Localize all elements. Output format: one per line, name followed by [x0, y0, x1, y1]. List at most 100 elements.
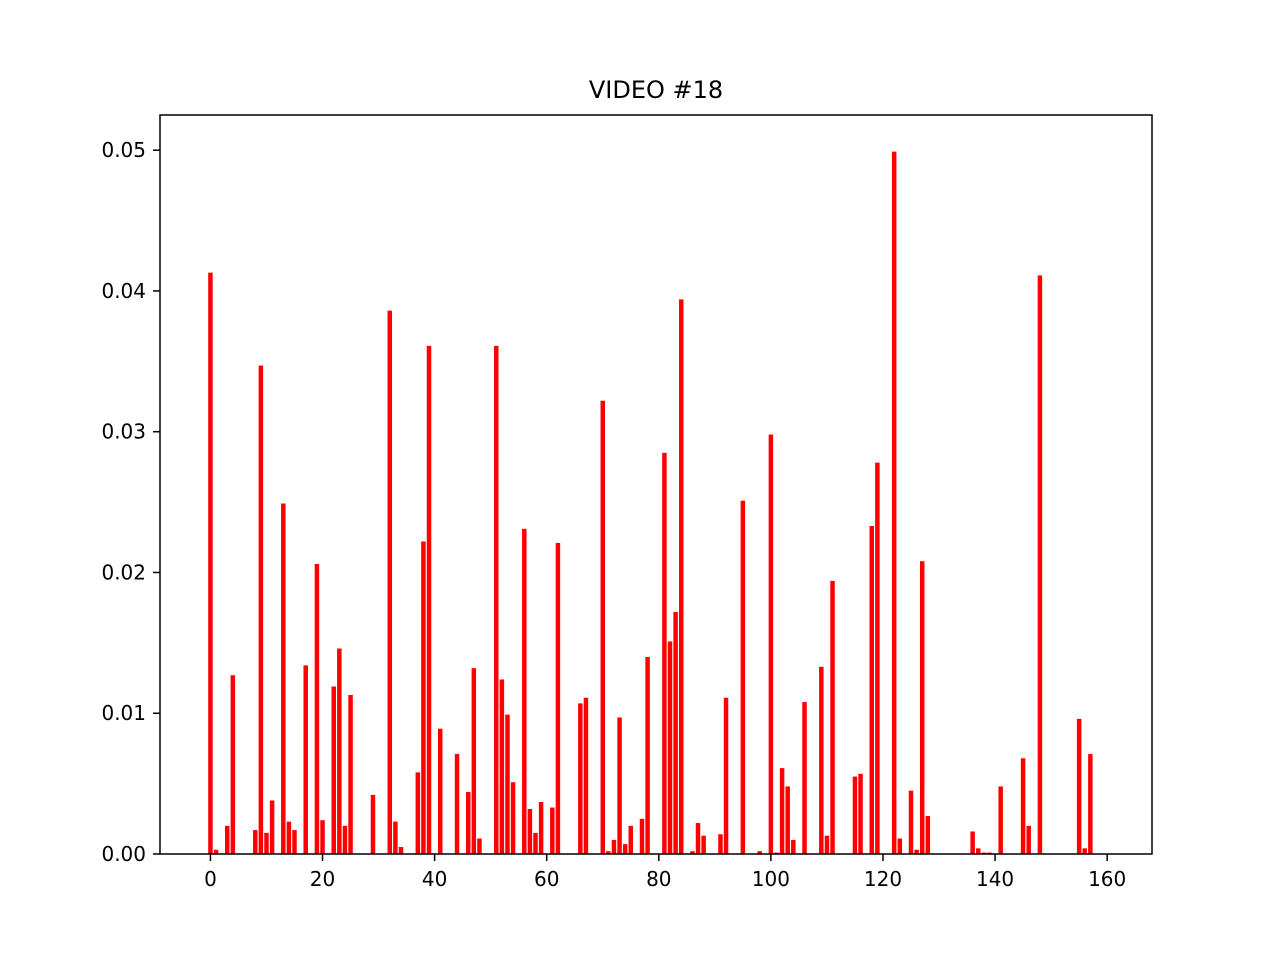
bar-137 [976, 848, 981, 854]
bar-52 [499, 679, 505, 854]
bar-75 [628, 825, 634, 854]
bar-9 [258, 365, 264, 854]
y-tick-label: 0.02 [101, 560, 146, 584]
x-tick-label: 0 [204, 867, 217, 891]
bar-155 [1076, 718, 1082, 854]
bar-72 [611, 839, 617, 854]
bar-59 [538, 801, 544, 854]
bar-11 [269, 800, 275, 854]
x-tick-label: 120 [864, 867, 902, 891]
bar-118 [869, 526, 875, 854]
x-tick-label: 20 [310, 867, 335, 891]
bar-25 [348, 694, 353, 854]
bar-82 [667, 641, 673, 854]
bar-33 [393, 821, 398, 854]
bar-37 [415, 772, 421, 854]
bar-128 [925, 815, 931, 854]
bar-32 [387, 310, 393, 854]
bar-20 [320, 820, 325, 854]
bar-78 [645, 656, 650, 854]
chart-title: VIDEO #18 [589, 76, 723, 104]
bar-62 [555, 542, 561, 854]
x-tick-label: 140 [976, 867, 1014, 891]
x-tick-label: 80 [646, 867, 671, 891]
bar-77 [639, 818, 645, 854]
bar-127 [919, 561, 925, 854]
bar-136 [970, 831, 975, 854]
bar-109 [819, 666, 824, 854]
bar-98 [757, 851, 762, 854]
bar-126 [914, 849, 919, 854]
bar-38 [421, 541, 426, 854]
bar-141 [998, 786, 1003, 854]
plot-frame [159, 114, 1153, 855]
bar-119 [875, 462, 880, 854]
y-tick-label: 0.04 [101, 279, 146, 303]
bar-47 [471, 668, 477, 854]
bar-145 [1020, 758, 1026, 854]
bar-100 [768, 434, 774, 854]
bar-148 [1037, 275, 1043, 855]
y-tick-label: 0.00 [101, 842, 146, 866]
bar-3 [225, 825, 230, 854]
bar-70 [600, 400, 605, 854]
bar-22 [331, 686, 336, 854]
bar-91 [718, 834, 723, 854]
bar-104 [791, 839, 796, 854]
bar-19 [314, 564, 320, 854]
bar-1 [213, 849, 219, 854]
bar-61 [550, 807, 555, 854]
bar-84 [678, 299, 684, 854]
bar-4 [230, 675, 236, 854]
bar-58 [533, 832, 538, 854]
bar-102 [779, 768, 785, 854]
bar-157 [1088, 754, 1093, 854]
bar-66 [578, 703, 583, 854]
bar-103 [785, 786, 790, 854]
y-axis: 0.00 0.01 0.02 0.03 0.04 0.05 [101, 138, 160, 866]
bar-24 [342, 825, 348, 854]
bar-15 [292, 830, 297, 854]
bar-48 [477, 838, 482, 854]
bar-23 [337, 648, 342, 854]
x-tick-label: 100 [752, 867, 790, 891]
bar-71 [606, 851, 611, 854]
bar-41 [437, 728, 443, 854]
bar-13 [281, 503, 286, 854]
bar-29 [370, 794, 376, 854]
bar-81 [662, 452, 667, 854]
bar-56 [522, 528, 527, 854]
bar-46 [466, 792, 471, 854]
bar-57 [527, 808, 533, 854]
bar-116 [858, 773, 863, 854]
bar-83 [673, 611, 678, 854]
x-tick-label: 40 [422, 867, 447, 891]
bar-122 [891, 151, 897, 855]
bar-115 [852, 776, 858, 854]
bar-0 [208, 272, 213, 854]
x-tick-label: 60 [534, 867, 559, 891]
bar-125 [908, 790, 914, 854]
bar-54 [510, 782, 516, 854]
bar-92 [723, 697, 729, 854]
bar-51 [494, 345, 499, 854]
y-tick-label: 0.03 [101, 420, 146, 444]
bar-14 [286, 821, 292, 854]
bar-67 [583, 697, 589, 854]
x-axis: 0 20 40 60 80 100 120 140 160 [204, 854, 1126, 891]
bar-146 [1026, 825, 1031, 854]
bar-39 [426, 345, 432, 854]
bar-8 [253, 830, 258, 854]
bar-74 [622, 844, 628, 854]
bar-44 [454, 754, 460, 854]
bar-87 [695, 823, 701, 854]
bar-111 [830, 580, 835, 854]
bar-106 [802, 701, 807, 854]
bar-10 [264, 832, 269, 854]
bar-110 [824, 835, 830, 854]
y-tick-label: 0.01 [101, 701, 146, 725]
bar-86 [690, 851, 695, 854]
bar-95 [740, 500, 746, 854]
